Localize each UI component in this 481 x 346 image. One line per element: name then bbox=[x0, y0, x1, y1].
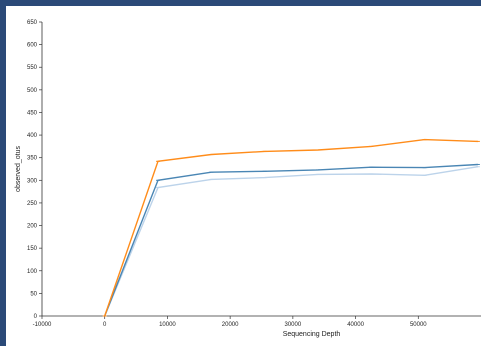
x-axis-title: Sequencing Depth bbox=[283, 331, 341, 338]
y-tick-label: 0 bbox=[34, 314, 38, 320]
x-tick-label: -10000 bbox=[33, 322, 52, 328]
y-tick-label: 50 bbox=[30, 291, 37, 297]
x-tick-label: 40000 bbox=[347, 322, 364, 328]
x-tick-label: 30000 bbox=[285, 322, 302, 328]
y-tick-label: 100 bbox=[27, 269, 38, 275]
y-tick-label: 650 bbox=[27, 20, 38, 26]
y-tick-label: 200 bbox=[27, 224, 38, 230]
series-3 bbox=[102, 166, 480, 317]
series-line bbox=[104, 166, 479, 317]
y-tick-label: 450 bbox=[27, 110, 38, 116]
series-layer bbox=[102, 138, 480, 317]
x-tick-label: 50000 bbox=[410, 322, 427, 328]
y-tick-label: 150 bbox=[27, 246, 38, 252]
y-tick-label: 500 bbox=[27, 88, 38, 94]
chart-panel: 0 50 100 150 200 250 300 350 400 450 500 550 600 650 … bbox=[6, 6, 481, 346]
y-tick-label: 250 bbox=[27, 201, 38, 207]
x-tick-label: 0 bbox=[103, 322, 107, 328]
y-tick-label: 350 bbox=[27, 156, 38, 162]
y-tick-label: 300 bbox=[27, 178, 38, 184]
rarefaction-chart: 050100150200250300350400450500550600650 … bbox=[15, 20, 481, 338]
x-tick-label: 10000 bbox=[159, 322, 176, 328]
x-axis: -10000 0 10000 20000 30000 40000 50000 bbox=[33, 315, 481, 328]
y-axis: 0 50 100 150 200 250 300 350 400 450 500 550 600 650 bbox=[27, 20, 43, 320]
y-tick-label: 400 bbox=[27, 133, 38, 139]
x-tick-label: 20000 bbox=[222, 322, 239, 328]
series-line bbox=[104, 138, 478, 317]
y-tick-label: 550 bbox=[27, 65, 38, 71]
series-1 bbox=[102, 138, 480, 317]
series-line bbox=[104, 163, 478, 317]
y-tick-label: 600 bbox=[27, 43, 38, 49]
y-axis-title: observed_otus bbox=[15, 146, 22, 192]
